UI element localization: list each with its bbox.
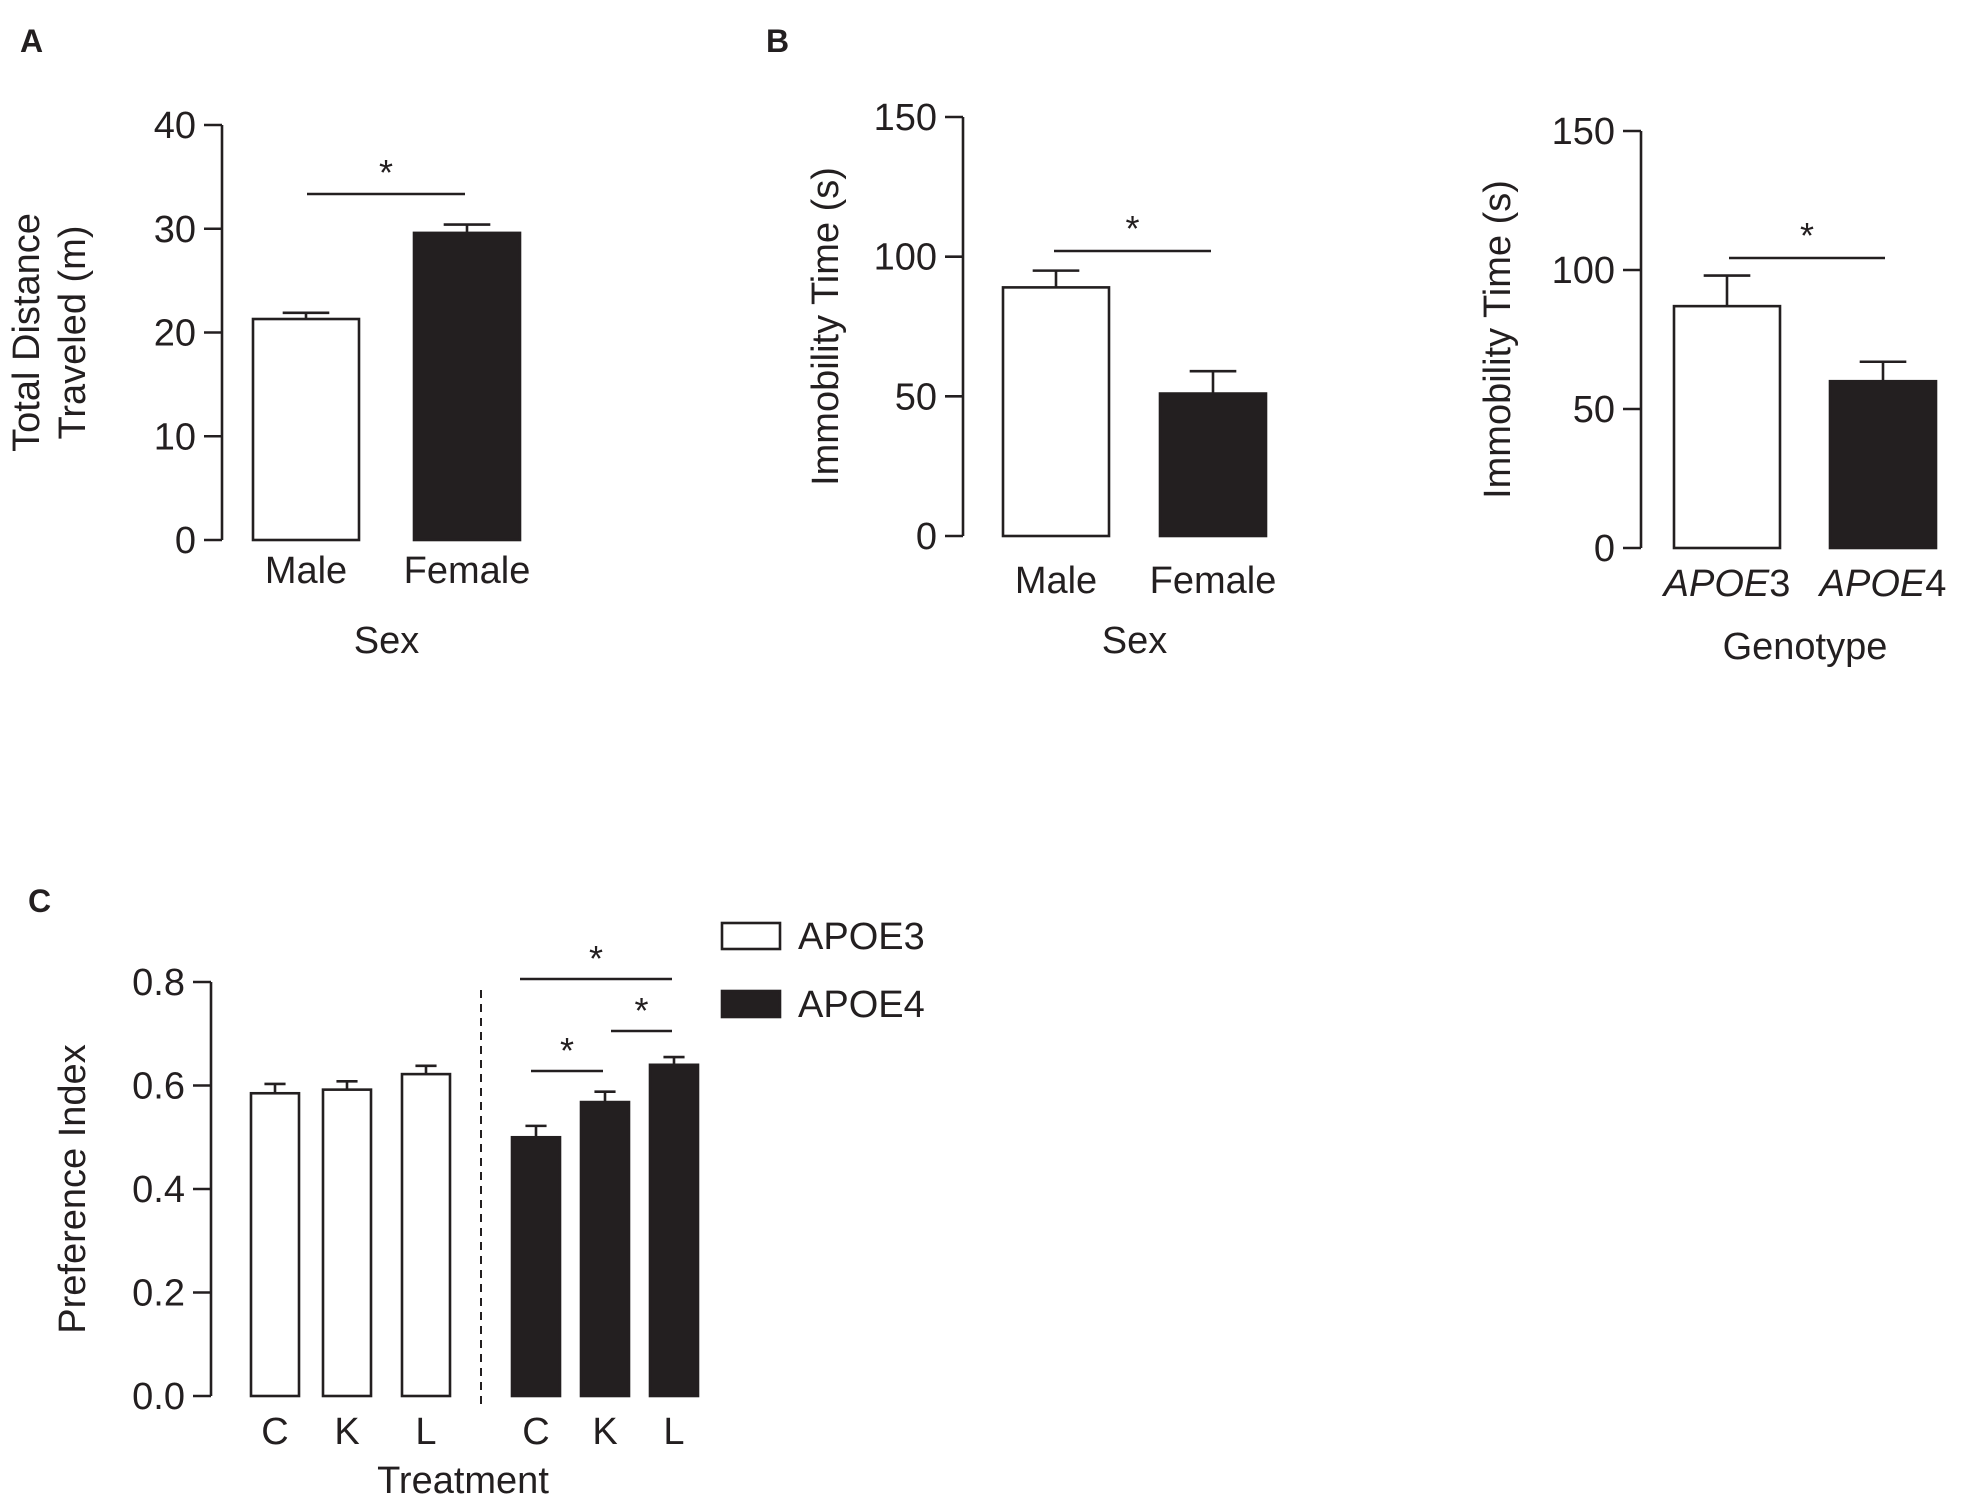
bar [400,1072,452,1398]
bar [1672,304,1782,550]
x-axis-title: Treatment [377,1460,549,1500]
x-tick-label: APOE4 [1818,563,1947,605]
chart-a: A 0 10 20 30 40 Total Distance Traveled (m) Male… [6,23,530,662]
x-tick-label: C [522,1411,549,1453]
y-tick-label: 0.6 [132,1066,185,1108]
y-axis-title: Immobility Time (s) [805,167,847,486]
chart-b-sex: B 0 50 100 150 Immobility Time (s) Male Female S… [766,23,1276,662]
y-axis-title: Immobility Time (s) [1477,180,1519,499]
x-axis-title: Sex [1102,620,1167,662]
x-tick-label: C [261,1411,288,1453]
y-tick-label: 0.0 [132,1376,185,1418]
panel-label: C [28,883,51,919]
significance-star: * [589,938,603,979]
x-tick-label: Female [404,550,531,592]
y-tick-label: 0 [916,516,937,558]
x-axis-title: Sex [354,620,419,662]
y-axis-title: Total Distance [6,213,48,452]
bar [249,1091,301,1398]
legend-label: APOE4 [798,984,925,1026]
significance-star: * [379,152,393,193]
bar [579,1100,631,1398]
bar [1001,286,1111,538]
y-axis-title: Traveled (m) [52,226,94,440]
chart-c: C 0.0 0.2 0.4 0.6 0.8 Preference Index C K L C K L Tr… [28,883,925,1500]
y-tick-label: 0 [175,520,196,562]
y-tick-label: 30 [154,209,196,251]
panel-label: B [766,23,789,59]
bar [648,1063,700,1398]
y-tick-label: 40 [154,105,196,147]
y-tick-label: 150 [874,97,937,139]
significance-star: * [1800,215,1814,256]
y-tick-label: 100 [1552,250,1615,292]
x-axis-title: Genotype [1723,626,1888,668]
y-tick-label: 50 [1573,389,1615,431]
x-tick-label: L [415,1411,436,1453]
x-tick-label: Male [1015,560,1097,602]
panel-label: A [20,23,43,59]
y-tick-label: 20 [154,313,196,355]
y-axis-title: Preference Index [52,1044,94,1333]
bar [510,1135,562,1398]
chart-b-genotype: 0 50 100 150 Immobility Time (s) APOE3 APOE4 Ge… [1477,111,1946,668]
y-tick-label: 150 [1552,111,1615,153]
y-tick-label: 0.8 [132,962,185,1004]
bar [321,1088,373,1398]
x-tick-label: K [334,1411,359,1453]
significance-star: * [560,1030,574,1071]
x-tick-label: L [663,1411,684,1453]
legend-swatch [720,921,782,951]
legend-swatch [720,989,782,1019]
y-tick-label: 50 [895,376,937,418]
legend-label: APOE3 [798,916,925,958]
y-tick-label: 0.4 [132,1169,185,1211]
x-tick-label: K [592,1411,617,1453]
y-tick-label: 0 [1594,528,1615,570]
bar [412,231,522,542]
x-tick-label: Male [265,550,347,592]
y-tick-label: 100 [874,237,937,279]
bar [251,317,361,542]
significance-star: * [1125,208,1139,249]
y-tick-label: 10 [154,416,196,458]
x-tick-label: Female [1150,560,1277,602]
bar [1828,379,1938,550]
significance-star: * [634,990,648,1031]
bar [1158,392,1268,538]
x-tick-label: APOE3 [1662,563,1791,605]
y-tick-label: 0.2 [132,1273,185,1315]
